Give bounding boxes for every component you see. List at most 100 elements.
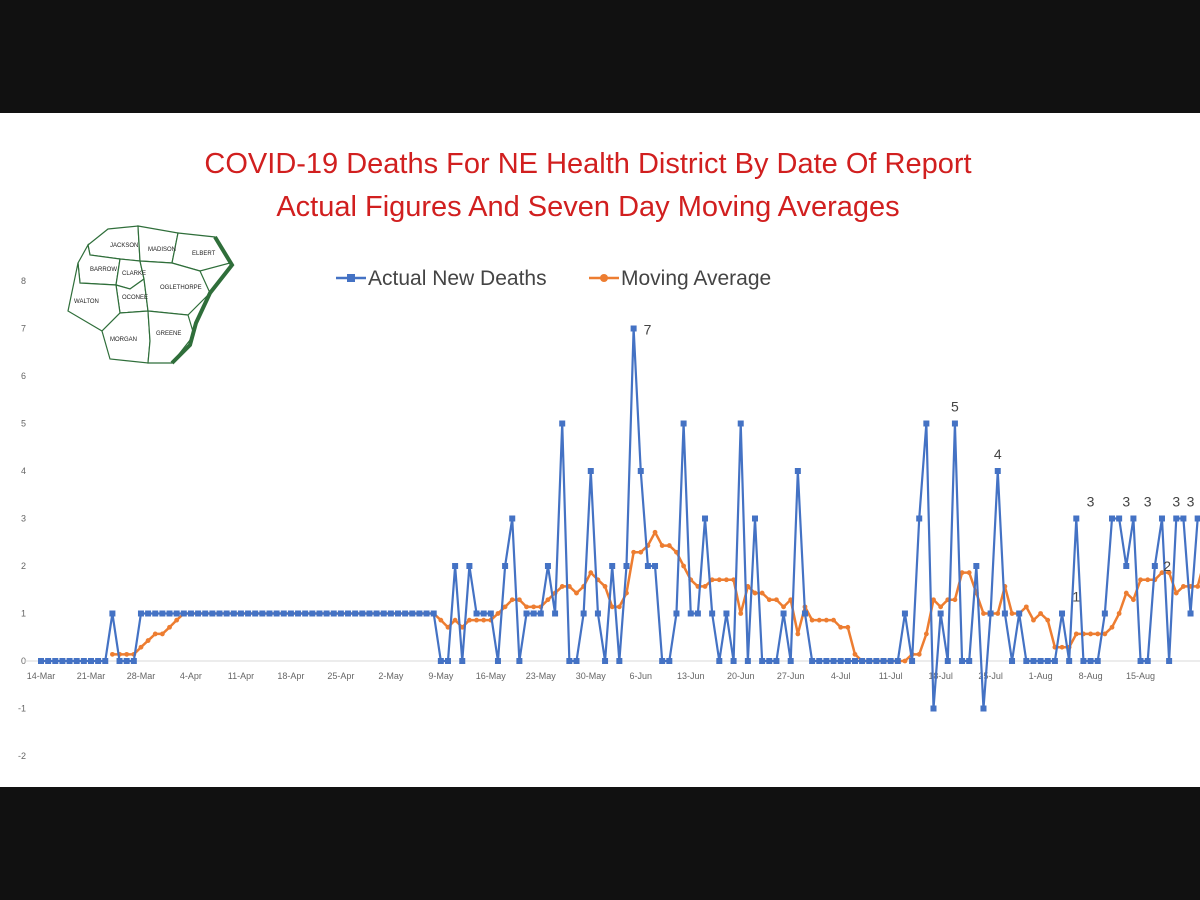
y-tick-label: -2 [18,751,26,761]
actual-new-deaths-point [202,610,209,617]
chart-subtitle: Actual Figures And Seven Day Moving Aver… [276,191,900,223]
moving-average-point [1088,631,1093,637]
moving-average-point [159,631,165,637]
actual-new-deaths-point [230,610,237,617]
actual-new-deaths-point [709,610,716,617]
actual-new-deaths-point [1051,658,1058,664]
actual-new-deaths-point [780,610,787,617]
actual-new-deaths-point [102,658,109,664]
actual-new-deaths-point [1123,563,1130,569]
y-tick-label: -1 [18,704,26,714]
actual-new-deaths-point [187,610,194,617]
moving-average-point [152,631,158,637]
actual-new-deaths-line [41,327,1199,710]
actual-new-deaths-point [837,658,844,664]
moving-average-point [966,570,972,576]
map-label-jackson: JACKSON [110,243,138,249]
actual-new-deaths-point [851,658,858,664]
moving-average-point [1023,604,1029,610]
actual-new-deaths-point [416,610,423,617]
moving-average-point [1123,590,1129,596]
moving-average-point [923,631,929,637]
moving-average-point [602,584,608,589]
data-label: 7 [644,322,652,338]
legend-actual-marker-icon [347,274,355,282]
moving-average-point [1045,617,1051,623]
actual-new-deaths-point [1109,515,1115,522]
actual-new-deaths-point [452,563,459,569]
moving-average-point [1145,577,1151,583]
actual-new-deaths-point [59,658,66,664]
map-county-elbert [171,232,231,272]
actual-new-deaths-point [959,658,966,664]
moving-average-point [1095,631,1101,637]
actual-new-deaths-point [787,658,794,664]
actual-new-deaths-point [652,563,659,569]
moving-average-series [110,529,1200,664]
map-county-madison [137,225,179,264]
actual-new-deaths-point [145,610,152,617]
actual-new-deaths-point [573,658,580,664]
moving-average-point [666,543,672,548]
data-label: 3 [1187,494,1195,510]
actual-new-deaths-point [1173,515,1180,522]
moving-average-point [631,549,637,555]
actual-new-deaths-point [223,610,230,617]
actual-new-deaths-point [1009,658,1016,664]
map-label-oconee: OCONEE [122,295,148,301]
y-tick-label: 3 [21,514,26,524]
data-label: 5 [951,399,959,415]
moving-average-point [781,604,786,610]
actual-new-deaths-point [801,610,808,617]
actual-new-deaths-point [159,610,166,617]
actual-new-deaths-point [1180,515,1187,522]
actual-new-deaths-point [259,610,266,617]
actual-new-deaths-point [894,658,901,664]
actual-new-deaths-point [944,658,951,664]
actual-new-deaths-point [66,658,73,664]
actual-new-deaths-point [737,420,744,427]
moving-average-point [731,577,736,583]
actual-new-deaths-point [180,610,187,617]
map-county-oglethorpe [139,260,211,316]
actual-new-deaths-point [387,610,394,617]
x-tick-label: 30-May [576,671,607,681]
y-tick-label: 7 [21,324,26,334]
moving-average-point [545,597,551,603]
data-label: 3 [1087,494,1095,510]
actual-new-deaths-point [473,610,480,617]
moving-average-point [852,651,858,657]
map-label-walton: WALTON [74,299,99,305]
actual-new-deaths-point [1094,658,1101,664]
actual-new-deaths-point [659,658,666,664]
actual-new-deaths-point [559,420,566,427]
actual-new-deaths-point [1037,658,1044,664]
data-label: 1 [1072,589,1080,605]
x-tick-label: 2-May [378,671,404,681]
actual-new-deaths-point [537,610,544,617]
moving-average-point [609,604,615,610]
actual-new-deaths-point [673,610,680,617]
actual-new-deaths-point [352,610,359,617]
chart-legend: Actual New Deaths Moving Average [336,267,771,290]
moving-average-point [616,604,622,610]
data-label: 2 [1163,558,1171,574]
moving-average-point [1059,644,1065,650]
actual-new-deaths-point [38,658,44,664]
actual-new-deaths-point [580,610,587,617]
moving-average-point [902,658,908,664]
x-tick-label: 14-Mar [27,671,56,681]
moving-average-point [516,597,522,603]
actual-new-deaths-point [1187,610,1194,617]
actual-new-deaths-point [423,610,430,617]
moving-average-point [1181,584,1186,589]
actual-new-deaths-point [402,610,409,617]
actual-new-deaths-point [273,610,280,617]
y-tick-label: 0 [21,656,26,666]
actual-new-deaths-point [951,420,958,427]
y-axis-tick-labels: 8 7 6 5 4 3 2 1 0 -1 -2 [18,276,26,761]
actual-new-deaths-point [887,658,894,664]
actual-new-deaths-point [880,658,887,664]
moving-average-point [981,611,986,616]
actual-new-deaths-point [380,610,387,617]
